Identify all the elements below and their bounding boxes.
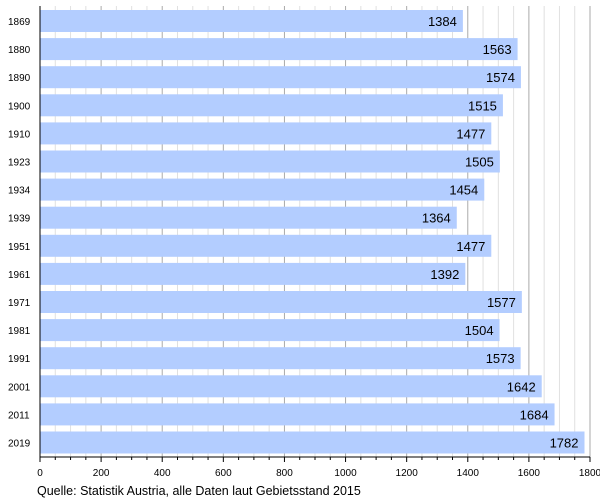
data-label: 1477 xyxy=(456,126,485,141)
bar xyxy=(40,347,521,370)
bar xyxy=(40,262,466,285)
x-tick-label: 1400 xyxy=(457,468,480,479)
data-label: 1577 xyxy=(487,295,516,310)
bar xyxy=(40,150,500,173)
bar xyxy=(40,206,457,229)
data-label: 1642 xyxy=(507,379,536,394)
x-tick-label: 1000 xyxy=(334,468,357,479)
data-label: 1782 xyxy=(550,436,579,451)
bar xyxy=(40,122,492,145)
bar xyxy=(40,403,555,426)
data-label: 1563 xyxy=(483,42,512,57)
category-label: 2019 xyxy=(8,439,31,450)
bar xyxy=(40,431,585,454)
data-label: 1364 xyxy=(422,211,451,226)
bar xyxy=(40,66,521,89)
category-label: 1951 xyxy=(8,242,31,253)
bar xyxy=(40,94,503,117)
x-tick-label: 1800 xyxy=(579,468,600,479)
x-tick-label: 1200 xyxy=(396,468,419,479)
data-label: 1504 xyxy=(465,323,494,338)
category-label: 1923 xyxy=(8,158,31,169)
source-note: Quelle: Statistik Austria, alle Daten la… xyxy=(37,484,361,498)
category-label: 1971 xyxy=(8,298,31,309)
bar xyxy=(40,10,463,32)
category-label: 1934 xyxy=(8,186,31,197)
category-label: 1910 xyxy=(8,129,31,140)
data-label: 1573 xyxy=(486,351,515,366)
bar xyxy=(40,375,542,398)
x-tick-label: 800 xyxy=(276,468,293,479)
data-label: 1515 xyxy=(468,98,497,113)
bar xyxy=(40,38,518,61)
x-tick-label: 600 xyxy=(215,468,232,479)
category-label: 1981 xyxy=(8,326,31,337)
data-label: 1505 xyxy=(465,155,494,170)
data-label: 1454 xyxy=(449,183,478,198)
bar xyxy=(40,234,492,257)
category-label: 1939 xyxy=(8,214,31,225)
category-label: 1900 xyxy=(8,101,31,112)
category-label: 1869 xyxy=(8,17,31,28)
x-tick-label: 1600 xyxy=(518,468,541,479)
category-label: 1880 xyxy=(8,45,31,56)
category-label: 2001 xyxy=(8,382,31,393)
category-label: 1961 xyxy=(8,270,31,281)
x-tick-label: 0 xyxy=(37,468,43,479)
data-label: 1384 xyxy=(428,14,457,29)
data-label: 1684 xyxy=(520,407,549,422)
category-label: 1991 xyxy=(8,354,31,365)
category-label: 2011 xyxy=(8,410,30,421)
x-tick-label: 200 xyxy=(93,468,110,479)
bar xyxy=(40,291,522,313)
data-label: 1574 xyxy=(486,70,515,85)
category-label: 1890 xyxy=(8,73,31,84)
bar xyxy=(40,178,485,201)
x-tick-label: 400 xyxy=(154,468,171,479)
bar xyxy=(40,319,500,342)
data-label: 1392 xyxy=(430,267,459,282)
data-label: 1477 xyxy=(456,239,485,254)
